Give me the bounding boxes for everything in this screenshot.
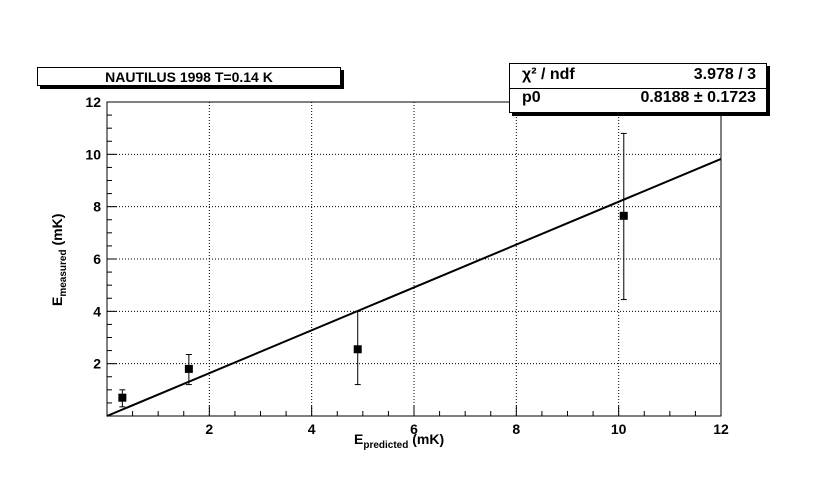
stats-divider [510, 88, 766, 89]
y-tick-label: 4 [93, 303, 101, 319]
grid [107, 102, 721, 416]
y-tick-label: 8 [93, 199, 101, 215]
chart-title: NAUTILUS 1998 T=0.14 K [37, 67, 341, 86]
stat-row-p0: p0 0.8188 ± 0.1723 [518, 89, 756, 111]
y-tick-label: 6 [93, 251, 101, 267]
fit-stats-box: χ² / ndf 3.978 / 3 p0 0.8188 ± 0.1723 [509, 63, 767, 113]
fit-line [106, 157, 722, 417]
y-tick-label: 2 [93, 356, 101, 372]
y-tick-label: 10 [85, 146, 101, 162]
x-tick-label: 10 [611, 421, 627, 437]
x-tick-label: 8 [512, 421, 520, 437]
data-points [118, 132, 628, 408]
x-tick-label: 6 [410, 421, 418, 437]
stat-label-p0: p0 [522, 89, 541, 106]
data-point [619, 211, 628, 220]
data-point [118, 393, 127, 402]
x-tick-label: 12 [713, 421, 729, 437]
data-point [184, 364, 193, 373]
axis-ticks [106, 101, 722, 417]
y-axis-title: Emeasured (mK) [49, 214, 69, 306]
y-tick-label: 12 [85, 94, 101, 110]
x-tick-label: 4 [308, 421, 316, 437]
stat-value-chi2: 3.978 / 3 [693, 66, 756, 83]
stat-row-chi2: χ² / ndf 3.978 / 3 [518, 66, 756, 88]
stat-label-chi2: χ² / ndf [522, 66, 575, 83]
stat-value-p0: 0.8188 ± 0.1723 [640, 89, 756, 106]
tick-labels: 2 4 6 8 10 12 2 4 6 8 10 12 [85, 94, 729, 437]
data-point [353, 345, 362, 354]
x-tick-label: 2 [205, 421, 213, 437]
x-axis-title: Epredicted (mK) [354, 431, 444, 451]
